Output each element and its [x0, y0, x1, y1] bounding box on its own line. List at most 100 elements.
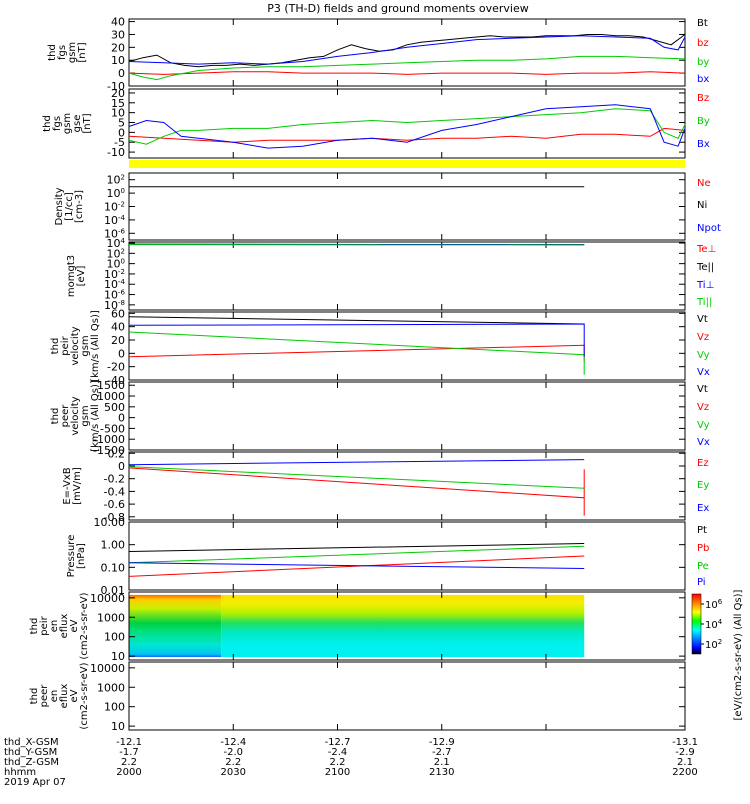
series-line-Pi — [129, 563, 584, 569]
y-axis-label: [km/s (All Qs)] — [90, 380, 101, 452]
panel-frame — [129, 173, 685, 240]
y-axis-label: (cm2-s-sr-eV) — [79, 662, 90, 729]
y-tick-label: 1000 — [97, 681, 125, 694]
panel-frame — [129, 89, 685, 158]
legend-label: Vy — [697, 350, 710, 361]
legend-label: Vz — [697, 402, 709, 413]
legend-label: Npot — [697, 223, 721, 234]
y-tick-label: 40 — [111, 16, 125, 29]
colorbar-tick-label: 106 — [705, 598, 723, 611]
colorbar-tick-label: 104 — [705, 618, 723, 631]
legend-label: Pb — [697, 543, 709, 554]
legend-label: bx — [697, 74, 709, 85]
y-tick-label: 1000 — [97, 611, 125, 624]
colorbar-tick-label: 102 — [705, 638, 722, 651]
panel-frame — [129, 19, 685, 86]
legend-label: Pi — [697, 577, 706, 588]
legend-label: Vz — [697, 332, 709, 343]
series-line-By — [129, 109, 685, 145]
legend-label: Pe — [697, 561, 709, 572]
chart-title: P3 (TH-D) fields and ground moments over… — [267, 2, 529, 15]
y-axis-label: [nPa] — [76, 543, 87, 569]
ephemeris-value: 2100 — [325, 767, 350, 778]
panel-frame — [129, 662, 685, 730]
legend-label: by — [697, 57, 709, 68]
series-line-Bt — [129, 35, 685, 67]
legend-label: Vx — [697, 437, 710, 448]
y-axis-label: [nT] — [82, 113, 93, 133]
series-line-Vt — [129, 317, 584, 324]
legend-label: Ti|| — [696, 297, 712, 308]
y-tick-label: 100 — [107, 187, 125, 200]
legend-label: Bt — [697, 18, 708, 29]
ephemeris-value: 2130 — [429, 767, 454, 778]
legend-label: Vt — [697, 384, 708, 395]
series-line-bx — [129, 36, 685, 64]
spectrogram-block-early — [129, 595, 221, 657]
series-line-Ez — [129, 468, 584, 516]
series-line-Vz — [129, 345, 584, 361]
series-line-Pb — [129, 556, 584, 576]
colorbar — [692, 594, 701, 654]
y-tick-label: 10 — [111, 720, 125, 733]
y-tick-label: 1500 — [97, 379, 125, 392]
series-line-Pt — [129, 544, 584, 552]
series-line-Ey — [129, 467, 584, 489]
y-tick-label: 10 — [111, 54, 125, 67]
y-tick-label: 0 — [118, 347, 125, 360]
y-tick-label: 100 — [104, 701, 125, 714]
y-tick-label: 30 — [111, 28, 125, 41]
y-axis-label: [km/s (All Qs)] — [90, 310, 101, 382]
y-tick-label: 10000 — [90, 662, 125, 675]
legend-label: Bx — [697, 139, 710, 150]
y-tick-label: 10.00 — [94, 516, 126, 529]
y-tick-label: 10-2 — [104, 201, 125, 214]
ephemeris-value: 2030 — [221, 767, 246, 778]
y-axis-label: (cm2-s-sr-eV) — [79, 592, 90, 659]
series-line-by — [129, 56, 685, 79]
y-tick-label: -0.6 — [104, 498, 125, 511]
spectrogram-block-late — [221, 595, 584, 657]
panel-frame — [129, 382, 685, 450]
panel-frame — [129, 522, 685, 590]
y-tick-label: 10000 — [90, 592, 125, 605]
legend-label: Te⊥ — [696, 244, 716, 255]
y-tick-label: 1.00 — [101, 539, 126, 552]
y-tick-label: 102 — [107, 174, 125, 187]
legend-label: Ey — [697, 480, 709, 491]
legend-label: bz — [697, 38, 709, 49]
ephemeris-value: 2200 — [672, 767, 697, 778]
y-tick-label: 0.10 — [101, 561, 126, 574]
y-tick-label: -0.4 — [104, 485, 125, 498]
series-line-Bx — [129, 105, 685, 148]
y-tick-label: 20 — [111, 41, 125, 54]
legend-label: Vx — [697, 367, 710, 378]
date-label: 2019 Apr 07 — [4, 777, 66, 788]
y-tick-label: 0 — [118, 67, 125, 80]
colorbar-label: [eV/(cm2-s-sr-eV) (All Qs)] — [733, 589, 744, 720]
legend-label: By — [697, 116, 710, 127]
series-line-Vy — [129, 332, 584, 375]
y-axis-label: [cm-3] — [74, 190, 85, 223]
series-line-Pe — [129, 546, 584, 563]
y-axis-label: [eV] — [76, 266, 87, 287]
y-axis-label: [mV/m] — [72, 467, 83, 505]
legend-label: Pt — [697, 525, 707, 536]
y-tick-label: -0.2 — [104, 473, 125, 486]
y-axis-label: [nT] — [77, 42, 88, 62]
series-line-bz — [129, 72, 685, 75]
legend-label: Ti⊥ — [696, 280, 714, 291]
series-line-Ex — [129, 460, 584, 465]
y-tick-label: 20 — [111, 87, 125, 100]
panel-frame — [129, 242, 685, 310]
legend-label: Ex — [697, 503, 709, 514]
y-tick-label: 0 — [118, 460, 125, 473]
legend-label: Vy — [697, 420, 710, 431]
legend-label: Ne — [697, 178, 711, 189]
legend-label: Te|| — [696, 262, 714, 273]
y-tick-label: 20 — [111, 334, 125, 347]
data-availability-bar — [129, 160, 685, 168]
legend-label: Vt — [697, 314, 708, 325]
